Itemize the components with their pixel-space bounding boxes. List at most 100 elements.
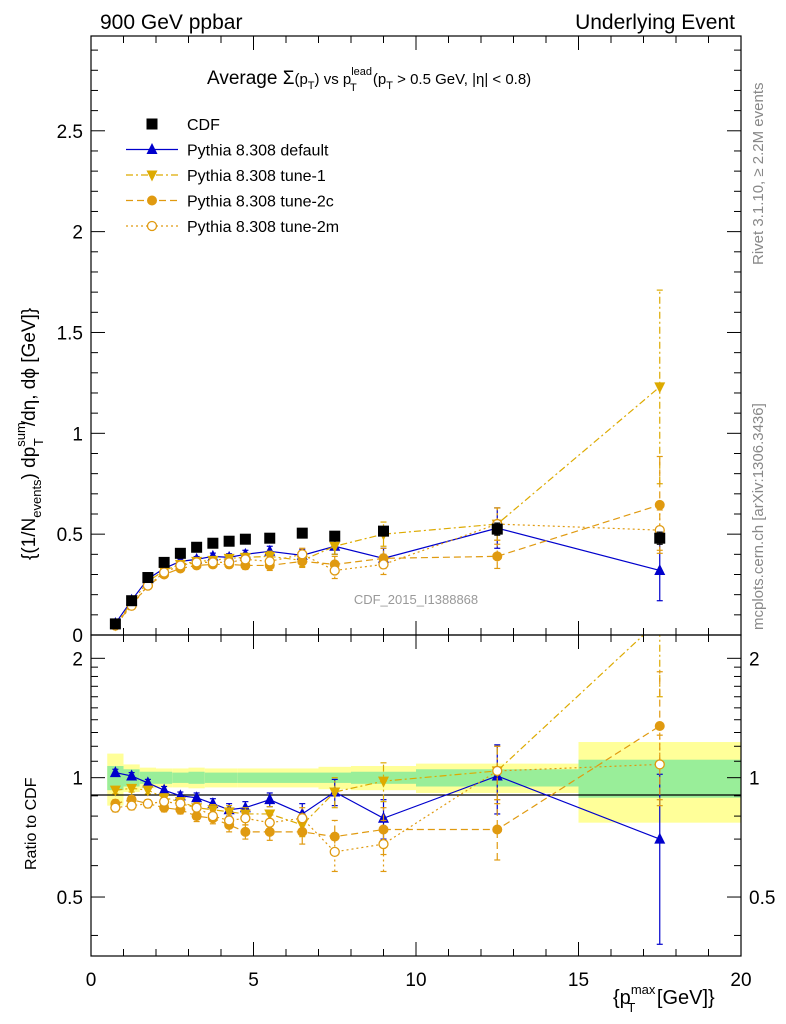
ratio-circle-open-point — [126, 800, 137, 811]
ratio-triangle-down-point — [329, 787, 341, 799]
legend-marker — [147, 195, 157, 206]
main-triangle-up-point — [654, 563, 666, 575]
ratio-triangle-up-point — [126, 769, 138, 781]
main-square-point — [329, 530, 341, 542]
legend: CDF Pythia 8.308 default Pythia 8.308 tune… — [126, 117, 339, 236]
legend-marker — [146, 220, 158, 232]
main-square-point — [207, 537, 219, 549]
main-y-tick-label: 0.5 — [57, 525, 83, 546]
header-left: 900 GeV ppbar — [100, 11, 242, 34]
ratio-bands — [107, 742, 741, 823]
main-circle-open-point — [191, 557, 202, 568]
main-square-point — [191, 541, 203, 553]
ratio-triangle-up-point — [264, 793, 276, 805]
ratio-triangle-up-point — [654, 832, 666, 844]
main-circle-open-line — [114, 523, 660, 626]
main-square-point — [126, 595, 138, 607]
main-circle-open-point — [175, 560, 186, 571]
ratio-circle-open-series — [110, 734, 665, 873]
main-square-point — [654, 532, 666, 544]
main-circle-open-point — [264, 556, 275, 567]
main-circle-open-point — [207, 557, 219, 568]
ratio-circle-open-point — [378, 838, 389, 850]
main-circle-open-point — [158, 567, 170, 578]
ratio-circle-point — [264, 826, 275, 837]
ratio-triangle-down-point — [654, 615, 665, 626]
ratio-circle-open-point — [207, 810, 219, 822]
ratio-circle-open-point — [142, 798, 154, 809]
ratio-circle-open-line — [115, 763, 660, 853]
mcplots-label: mcplots.cern.ch [arXiv:1306.3436] — [750, 403, 767, 630]
main-triangle-down-line — [114, 386, 661, 626]
ratio-triangle-up-point — [158, 783, 170, 795]
ratio-circle-open-point — [492, 765, 503, 777]
legend-label: Pythia 8.308 tune-2m — [187, 219, 339, 236]
main-square-point — [109, 618, 121, 630]
x-tick-label: 10 — [405, 970, 426, 991]
ratio-circle-open-point — [191, 802, 202, 813]
main-square-point — [174, 547, 186, 559]
main-panel: Average Σ(pT) vs plead T (pT > 0.5 GeV, |… — [13, 35, 742, 647]
main-y-tick-label: 2.5 — [57, 122, 83, 143]
legend-entry: CDF — [146, 117, 220, 134]
ratio-circle-open-point — [264, 817, 275, 828]
ratio-band-green — [172, 772, 189, 783]
main-circle-point — [297, 556, 308, 567]
legend-entry: Pythia 8.308 tune-2m — [126, 219, 339, 236]
analysis-label: CDF_2015_I1388868 — [354, 592, 478, 607]
ratio-ticks: 0.5 0.51 12 20 5 10 15 20 — [57, 635, 775, 991]
ratio-y-tick-label-right: 2 — [749, 649, 760, 670]
main-triangle-down-point — [654, 382, 666, 394]
x-tick-label: 0 — [86, 970, 97, 991]
x-tick-label: 15 — [568, 970, 589, 991]
x-tick-label: 5 — [248, 970, 259, 991]
ratio-triangle-down-line — [115, 635, 645, 826]
main-circle-point — [492, 551, 503, 562]
legend-entry: Pythia 8.308 default — [126, 143, 329, 160]
ratio-circle-point — [191, 811, 202, 822]
ratio-band-green — [221, 772, 238, 783]
main-square-point — [142, 572, 154, 584]
ratio-band-green — [204, 772, 221, 783]
main-square-point — [239, 533, 251, 545]
ratio-circle-open-point — [240, 813, 251, 824]
ratio-y-tick-label: 0.5 — [57, 888, 83, 909]
main-y-tick-label: 1.5 — [57, 323, 83, 344]
ratio-circle-line — [115, 725, 661, 838]
ratio-y-tick-label-right: 0.5 — [749, 888, 775, 909]
ratio-circle-open-point — [654, 759, 665, 770]
ratio-circle-open-point — [223, 815, 235, 826]
ratio-triangle-down-point — [296, 820, 308, 832]
main-square-point — [223, 535, 235, 547]
main-circle-open-point — [223, 557, 235, 568]
x-tick-label: 20 — [730, 970, 751, 991]
main-y-tick-label: 2 — [72, 223, 83, 244]
legend-label: Pythia 8.308 tune-1 — [187, 168, 326, 185]
ratio-band-green — [156, 771, 173, 784]
legend-marker — [146, 118, 158, 130]
ratio-circle-open-point — [158, 796, 170, 807]
main-series — [109, 289, 666, 632]
main-square-point — [158, 556, 170, 568]
main-square-series — [109, 522, 666, 630]
rivet-label: Rivet 3.1.10, ≥ 2.2M events — [750, 83, 767, 266]
main-triangle-down-point — [329, 541, 341, 553]
ratio-circle-open-point — [110, 802, 121, 813]
main-y-tick-label: 0 — [72, 626, 83, 647]
main-circle-open-point — [378, 559, 389, 570]
ratio-triangle-down-point — [126, 783, 138, 795]
ratio-band-green — [107, 766, 124, 791]
ratio-series — [109, 615, 666, 945]
ratio-y-tick-label: 2 — [72, 649, 83, 670]
main-title: Average Σ(pT) vs plead T (pT > 0.5 GeV, |… — [207, 66, 531, 94]
main-y-tick-label: 1 — [72, 424, 83, 445]
main-ticks: 0 0.5 1 1.5 2 2.5 — [57, 36, 742, 647]
ratio-circle-open-point — [297, 813, 308, 824]
ratio-triangle-up-point — [109, 766, 121, 778]
ratio-circle-open-point — [329, 846, 340, 857]
ratio-circle-point — [240, 826, 251, 837]
main-circle-point — [654, 499, 665, 510]
header-right: Underlying Event — [575, 11, 735, 34]
legend-marker — [146, 170, 158, 182]
